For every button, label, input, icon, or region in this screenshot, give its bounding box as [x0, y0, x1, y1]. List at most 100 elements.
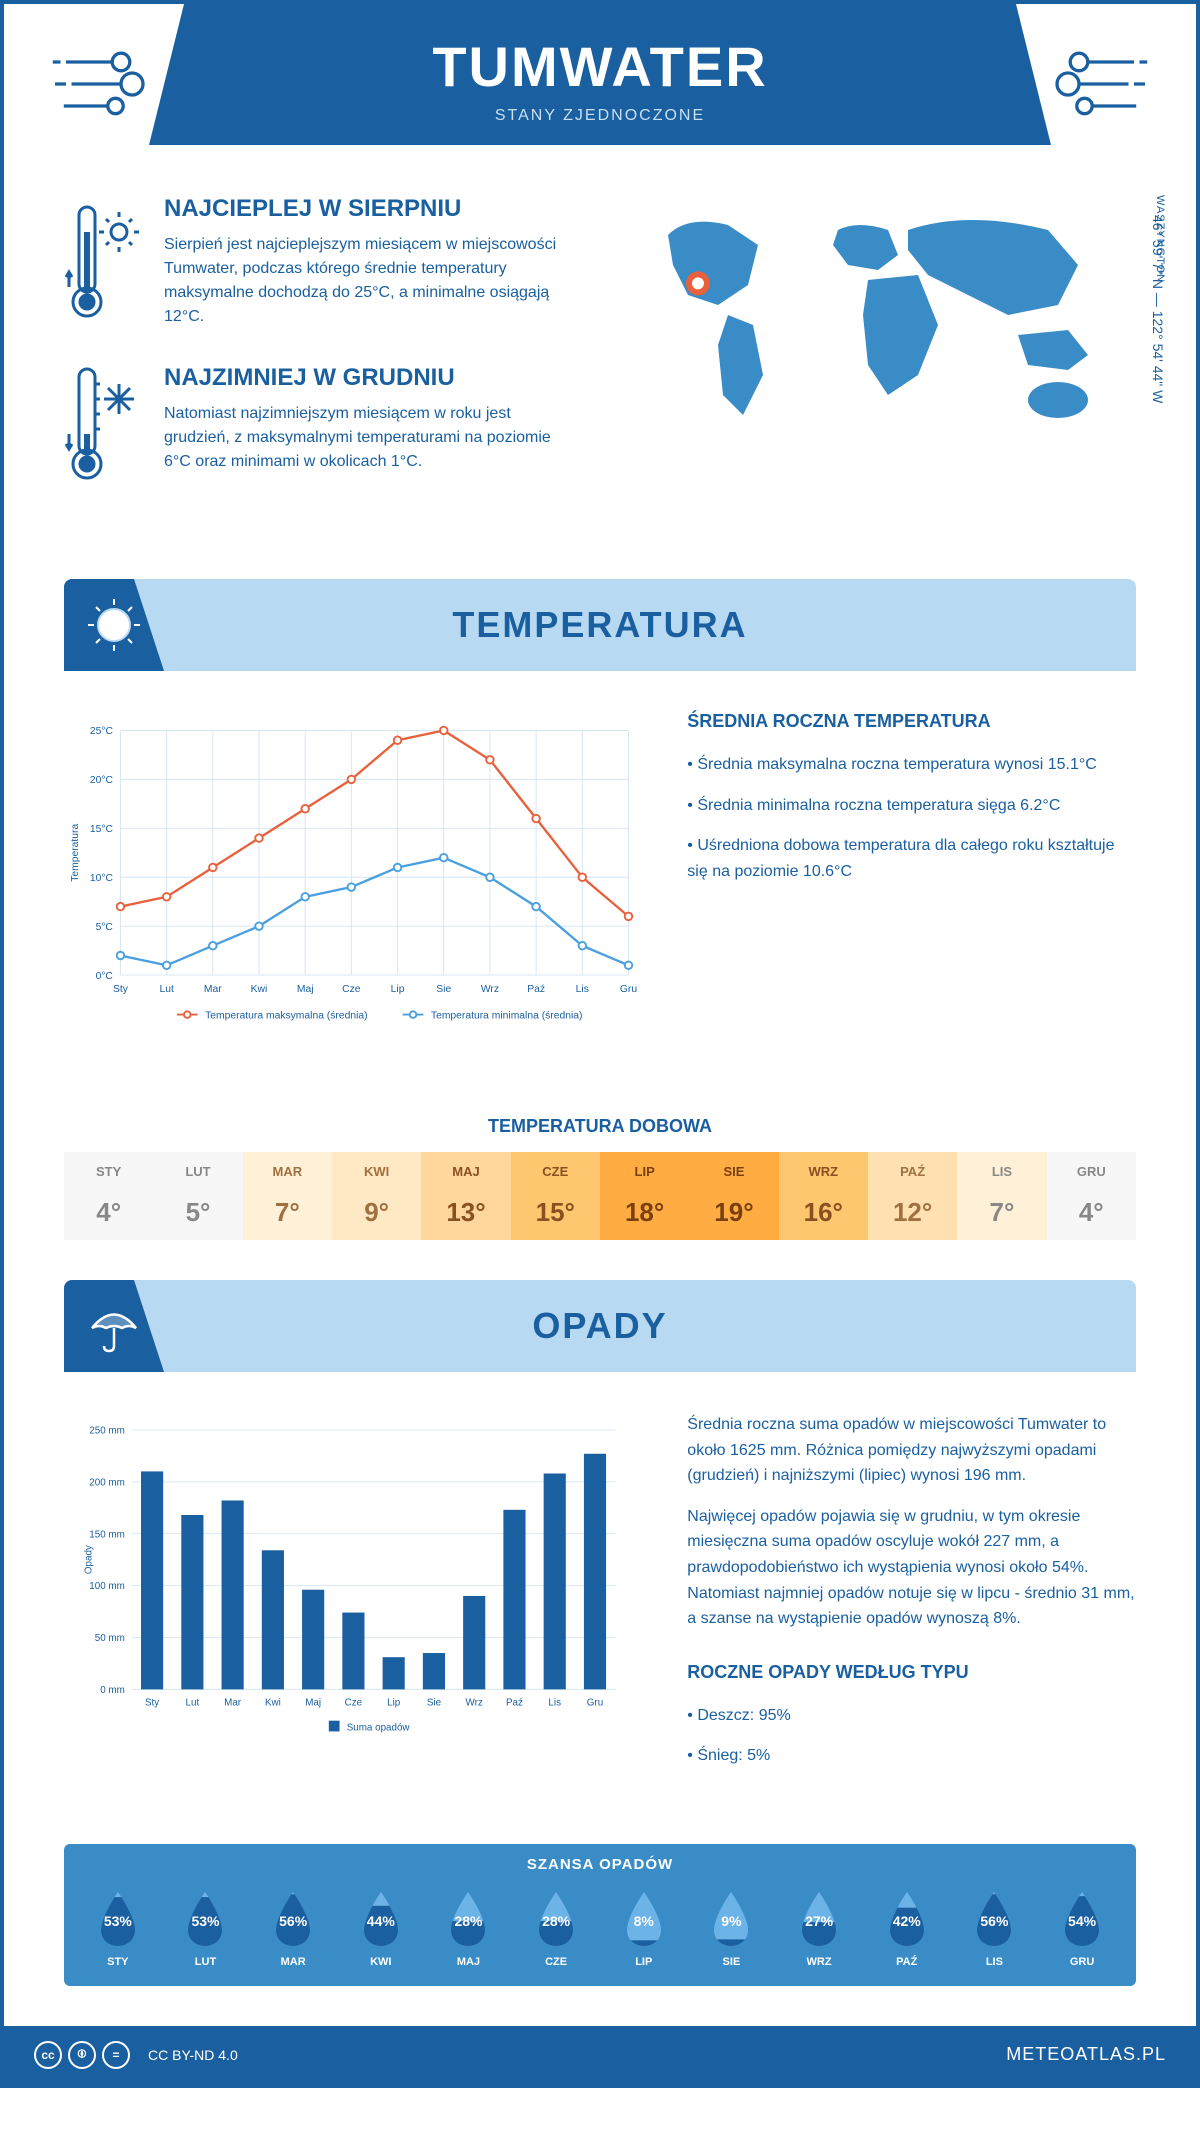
temperature-line-chart: Temperatura0°C5°C10°C15°C20°C25°CStyLutM… — [64, 711, 647, 1051]
svg-text:Wrz: Wrz — [466, 1697, 483, 1708]
svg-text:Lut: Lut — [186, 1697, 200, 1708]
svg-text:0 mm: 0 mm — [100, 1685, 125, 1696]
warm-title: NAJCIEPLEJ W SIERPNIU — [164, 195, 580, 223]
license-badge: cc 🅯 = CC BY-ND 4.0 — [34, 2041, 238, 2069]
svg-text:Sty: Sty — [145, 1697, 159, 1708]
daily-cell: MAJ 13° — [421, 1152, 510, 1240]
chance-drop: 53% LUT — [180, 1888, 230, 1968]
precip-info-2: Najwięcej opadów pojawia się w grudniu, … — [687, 1504, 1136, 1632]
chance-drop: 8% LIP — [619, 1888, 669, 1968]
svg-text:Kwi: Kwi — [251, 984, 268, 995]
svg-text:Cze: Cze — [342, 984, 361, 995]
svg-text:Lut: Lut — [159, 984, 173, 995]
site-name: METEOATLAS.PL — [1006, 2044, 1166, 2065]
svg-text:20°C: 20°C — [90, 775, 114, 786]
daily-cell: KWI 9° — [332, 1152, 421, 1240]
chance-drop: 44% KWI — [356, 1888, 406, 1968]
svg-text:Sie: Sie — [436, 984, 451, 995]
chance-title: SZANSA OPADÓW — [64, 1856, 1136, 1873]
temperature-section-header: TEMPERATURA — [64, 579, 1136, 671]
svg-text:Suma opadów: Suma opadów — [347, 1723, 411, 1734]
daily-cell: LUT 5° — [153, 1152, 242, 1240]
svg-text:150 mm: 150 mm — [89, 1529, 125, 1540]
svg-text:25°C: 25°C — [90, 726, 114, 737]
svg-text:Temperatura minimalna (średnia: Temperatura minimalna (średnia) — [431, 1010, 583, 1021]
svg-text:250 mm: 250 mm — [89, 1425, 125, 1436]
temp-bullet: • Średnia maksymalna roczna temperatura … — [687, 752, 1136, 778]
thermometer-hot-icon — [64, 195, 144, 329]
country-name: STANY ZJEDNOCZONE — [184, 107, 1016, 125]
svg-text:200 mm: 200 mm — [89, 1477, 125, 1488]
svg-text:Mar: Mar — [224, 1697, 242, 1708]
chance-drop: 54% GRU — [1057, 1888, 1107, 1968]
svg-text:0°C: 0°C — [96, 971, 114, 982]
header-banner: TUMWATER STANY ZJEDNOCZONE — [184, 4, 1016, 145]
chance-drop: 42% PAŹ — [882, 1888, 932, 1968]
daily-temp-grid: STY 4° LUT 5° MAR 7° KWI 9° MAJ 13° CZE … — [64, 1152, 1136, 1240]
precip-info-1: Średnia roczna suma opadów w miejscowośc… — [687, 1412, 1136, 1489]
daily-temp-title: TEMPERATURA DOBOWA — [4, 1116, 1196, 1137]
precip-type-title: ROCZNE OPADY WEDŁUG TYPU — [687, 1662, 1136, 1683]
wind-icon — [1046, 44, 1156, 124]
svg-text:Lis: Lis — [576, 984, 589, 995]
svg-text:Sty: Sty — [113, 984, 129, 995]
svg-text:Wrz: Wrz — [481, 984, 499, 995]
precipitation-chance-panel: SZANSA OPADÓW 53% STY 53% LUT — [64, 1844, 1136, 1986]
chance-drop: 56% LIS — [969, 1888, 1019, 1968]
chance-drop: 56% MAR — [268, 1888, 318, 1968]
thermometer-cold-icon — [64, 364, 144, 484]
svg-text:Gru: Gru — [587, 1697, 603, 1708]
daily-cell: LIP 18° — [600, 1152, 689, 1240]
chance-drop: 28% CZE — [531, 1888, 581, 1968]
daily-cell: MAR 7° — [243, 1152, 332, 1240]
svg-text:10°C: 10°C — [90, 873, 114, 884]
daily-cell: GRU 4° — [1047, 1152, 1136, 1240]
svg-text:Gru: Gru — [620, 984, 637, 995]
precipitation-section-header: OPADY — [64, 1280, 1136, 1372]
precip-type-bullet: • Śnieg: 5% — [687, 1743, 1136, 1769]
temp-info-title: ŚREDNIA ROCZNA TEMPERATURA — [687, 711, 1136, 732]
chance-drop: 9% SIE — [706, 1888, 756, 1968]
svg-text:Temperatura: Temperatura — [70, 824, 81, 882]
temperature-title: TEMPERATURA — [64, 604, 1136, 646]
svg-text:Maj: Maj — [297, 984, 314, 995]
footer: cc 🅯 = CC BY-ND 4.0 METEOATLAS.PL — [4, 2026, 1196, 2084]
cold-text: Natomiast najzimniejszym miesiącem w rok… — [164, 402, 580, 474]
daily-cell: LIS 7° — [957, 1152, 1046, 1240]
warm-text: Sierpień jest najcieplejszym miesiącem w… — [164, 233, 580, 329]
svg-text:Temperatura maksymalna (średni: Temperatura maksymalna (średnia) — [205, 1010, 367, 1021]
svg-text:Cze: Cze — [345, 1697, 363, 1708]
world-map — [620, 195, 1136, 455]
chance-drop: 27% WRZ — [794, 1888, 844, 1968]
temp-bullet: • Średnia minimalna roczna temperatura s… — [687, 793, 1136, 819]
svg-text:Kwi: Kwi — [265, 1697, 281, 1708]
svg-text:Mar: Mar — [204, 984, 222, 995]
svg-text:5°C: 5°C — [96, 922, 114, 933]
svg-text:Sie: Sie — [427, 1697, 442, 1708]
daily-cell: CZE 15° — [511, 1152, 600, 1240]
svg-text:Lis: Lis — [548, 1697, 561, 1708]
svg-text:Lip: Lip — [391, 984, 405, 995]
license-text: CC BY-ND 4.0 — [148, 2047, 238, 2063]
svg-text:Paź: Paź — [527, 984, 545, 995]
svg-text:50 mm: 50 mm — [95, 1633, 125, 1644]
chance-drop: 53% STY — [93, 1888, 143, 1968]
cold-title: NAJZIMNIEJ W GRUDNIU — [164, 364, 580, 392]
precipitation-title: OPADY — [64, 1305, 1136, 1347]
sun-icon — [84, 595, 144, 655]
city-name: TUMWATER — [184, 34, 1016, 99]
svg-text:Lip: Lip — [387, 1697, 401, 1708]
temp-bullet: • Uśredniona dobowa temperatura dla całe… — [687, 833, 1136, 884]
daily-cell: WRZ 16° — [779, 1152, 868, 1240]
daily-cell: STY 4° — [64, 1152, 153, 1240]
daily-cell: PAŹ 12° — [868, 1152, 957, 1240]
svg-text:Paź: Paź — [506, 1697, 523, 1708]
svg-text:Maj: Maj — [305, 1697, 321, 1708]
chance-drop: 28% MAJ — [443, 1888, 493, 1968]
precip-type-bullet: • Deszcz: 95% — [687, 1703, 1136, 1729]
coordinates: 46° 59' 7" N — 122° 54' 44" W — [1150, 215, 1166, 403]
svg-text:100 mm: 100 mm — [89, 1581, 125, 1592]
precipitation-bar-chart: Opady 0 mm 50 mm 100 mm 150 mm 200 mm 250 mm St… — [64, 1412, 647, 1752]
umbrella-icon — [84, 1296, 144, 1356]
svg-text:Opady: Opady — [84, 1545, 95, 1574]
